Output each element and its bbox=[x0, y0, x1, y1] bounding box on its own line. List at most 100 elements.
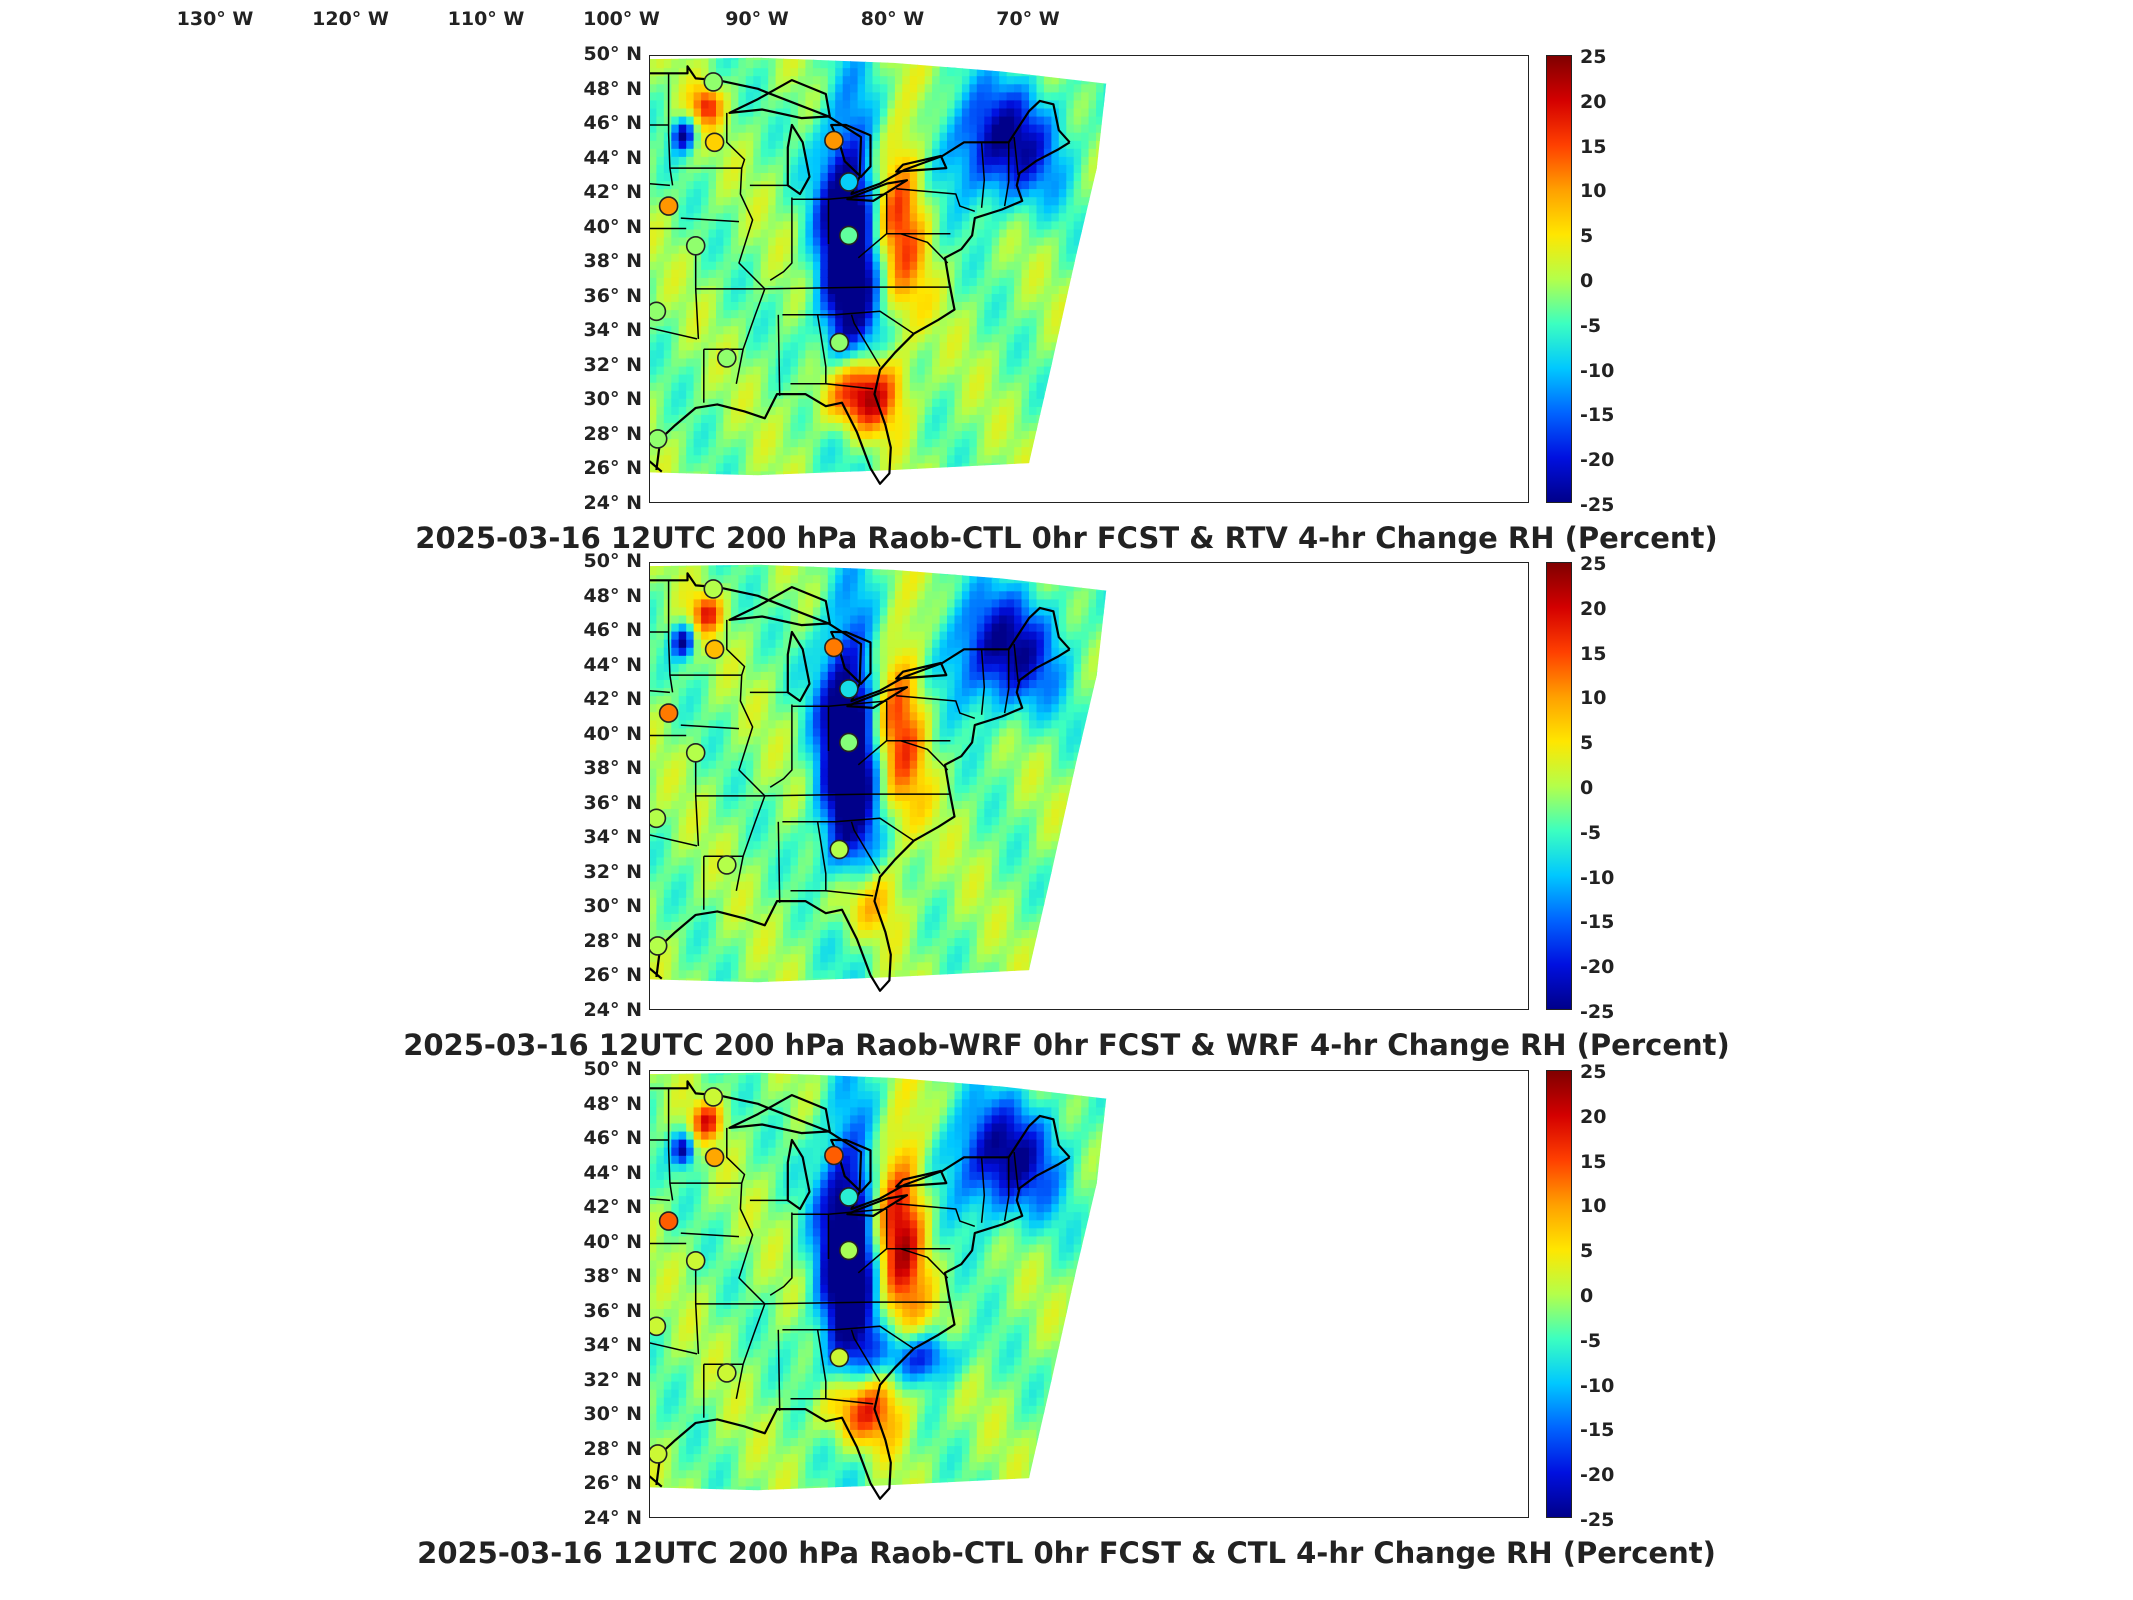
station-marker[interactable] bbox=[650, 1316, 667, 1337]
lat-tick-label: 46° N bbox=[583, 619, 642, 641]
colorbar-tick-label: -5 bbox=[1580, 314, 1602, 337]
raob-stations bbox=[650, 1087, 859, 1464]
colorbar-tick-label: 15 bbox=[1580, 135, 1607, 158]
colorbar-tick-label: 0 bbox=[1580, 777, 1594, 799]
lat-tick-label: 28° N bbox=[583, 1437, 642, 1460]
lat-tick-label: 32° N bbox=[583, 353, 642, 376]
lat-tick-label: 24° N bbox=[583, 1506, 642, 1529]
station-marker[interactable] bbox=[839, 1187, 859, 1207]
station-marker[interactable] bbox=[829, 839, 850, 860]
colorbar-tick-label: -5 bbox=[1580, 1329, 1602, 1352]
rh-change-field bbox=[650, 564, 1107, 983]
station-marker[interactable] bbox=[824, 1145, 844, 1166]
map-frame bbox=[649, 55, 1529, 503]
lat-tick-label: 28° N bbox=[583, 929, 642, 952]
lat-tick-label: 40° N bbox=[583, 722, 642, 745]
station-marker[interactable] bbox=[839, 225, 859, 246]
station-marker[interactable] bbox=[839, 1240, 859, 1261]
station-marker[interactable] bbox=[650, 301, 667, 322]
panel-title: 2025-03-16 12UTC 200 hPa Raob-CTL 0hr FC… bbox=[417, 1536, 1716, 1570]
lat-tick-label: 26° N bbox=[583, 457, 642, 479]
raob-stations bbox=[650, 72, 859, 449]
lat-tick-label: 34° N bbox=[583, 1334, 642, 1356]
raob-stations bbox=[650, 579, 859, 956]
lat-tick-label: 34° N bbox=[583, 826, 642, 848]
lat-tick-label: 26° N bbox=[583, 964, 642, 986]
lat-tick-label: 26° N bbox=[583, 1472, 642, 1494]
lon-tick-label: 110° W bbox=[447, 8, 525, 30]
lon-tick-label: 90° W bbox=[725, 8, 789, 30]
station-marker[interactable] bbox=[685, 1251, 706, 1271]
colorbar-tick-label: -25 bbox=[1580, 1509, 1615, 1531]
lat-tick-label: 30° N bbox=[583, 1403, 642, 1425]
lon-tick-label: 70° W bbox=[996, 8, 1060, 30]
station-marker[interactable] bbox=[829, 332, 850, 353]
colorbar-tick-label: 15 bbox=[1580, 1150, 1607, 1173]
station-marker[interactable] bbox=[704, 639, 725, 660]
colorbar-tick-label: -15 bbox=[1580, 404, 1615, 427]
station-marker[interactable] bbox=[824, 130, 844, 151]
colorbar-tick-label: 5 bbox=[1580, 1240, 1594, 1263]
station-marker[interactable] bbox=[839, 172, 859, 192]
colorbar-tick-label: 20 bbox=[1580, 90, 1607, 113]
station-marker[interactable] bbox=[658, 1211, 679, 1231]
station-marker[interactable] bbox=[839, 732, 859, 753]
geography-lines bbox=[650, 572, 1071, 992]
map-svg bbox=[650, 1072, 1107, 1500]
station-marker[interactable] bbox=[650, 936, 668, 956]
lat-tick-label: 48° N bbox=[583, 584, 642, 607]
colorbar-tick-label: 10 bbox=[1580, 1195, 1607, 1218]
station-marker[interactable] bbox=[703, 72, 724, 92]
lat-tick-label: 44° N bbox=[583, 146, 642, 169]
lat-tick-label: 44° N bbox=[583, 653, 642, 676]
colorbar-tick-label: 25 bbox=[1580, 553, 1607, 575]
station-marker[interactable] bbox=[685, 236, 706, 256]
station-marker[interactable] bbox=[650, 1444, 668, 1464]
panel-title: 2025-03-16 12UTC 200 hPa Raob-WRF 0hr FC… bbox=[403, 1028, 1730, 1062]
station-marker[interactable] bbox=[685, 743, 706, 763]
station-marker[interactable] bbox=[704, 1147, 725, 1168]
lat-tick-label: 50° N bbox=[583, 1058, 642, 1080]
lat-tick-label: 28° N bbox=[583, 422, 642, 445]
lat-tick-label: 38° N bbox=[583, 250, 642, 272]
colorbar-tick-label: -10 bbox=[1580, 866, 1615, 889]
lat-tick-label: 46° N bbox=[583, 1127, 642, 1149]
lat-tick-label: 50° N bbox=[583, 43, 642, 65]
lat-tick-label: 34° N bbox=[583, 319, 642, 341]
colorbar-tick-label: 20 bbox=[1580, 1105, 1607, 1128]
colorbar bbox=[1546, 55, 1572, 503]
lon-tick-label: 80° W bbox=[860, 8, 925, 30]
station-marker[interactable] bbox=[658, 703, 679, 723]
station-marker[interactable] bbox=[658, 196, 679, 216]
lat-tick-label: 40° N bbox=[583, 1230, 642, 1253]
lon-tick-label: 130° W bbox=[176, 8, 254, 30]
station-marker[interactable] bbox=[839, 679, 859, 699]
station-marker[interactable] bbox=[717, 1363, 737, 1383]
colorbar-tick-label: -10 bbox=[1580, 1374, 1615, 1397]
lat-tick-label: 46° N bbox=[583, 112, 642, 134]
map-svg bbox=[650, 57, 1107, 485]
station-marker[interactable] bbox=[704, 132, 725, 153]
lat-tick-label: 38° N bbox=[583, 757, 642, 779]
map-panel-3: 50° N 48° N 46° N 44° N 42° N 40° N 38° N 36° N… bbox=[0, 1058, 2133, 1570]
panel-title: 2025-03-16 12UTC 200 hPa Raob-CTL 0hr FC… bbox=[415, 521, 1718, 555]
longitude-axis: 130° W 120° W 110° W 100° W 90° W 80° W 70° W bbox=[0, 0, 2133, 40]
station-marker[interactable] bbox=[829, 1347, 850, 1368]
station-marker[interactable] bbox=[717, 348, 737, 368]
station-marker[interactable] bbox=[717, 855, 737, 875]
station-marker[interactable] bbox=[703, 579, 724, 599]
colorbar-tick-label: 25 bbox=[1580, 1061, 1607, 1083]
station-marker[interactable] bbox=[824, 637, 844, 658]
colorbar-tick-label: -25 bbox=[1580, 1001, 1615, 1023]
lat-tick-label: 24° N bbox=[583, 491, 642, 514]
colorbar-tick-label: -15 bbox=[1580, 911, 1615, 934]
station-marker[interactable] bbox=[650, 808, 667, 829]
station-marker[interactable] bbox=[703, 1087, 724, 1107]
lat-tick-label: 42° N bbox=[583, 688, 642, 710]
station-marker[interactable] bbox=[650, 429, 668, 449]
colorbar-tick-label: 20 bbox=[1580, 597, 1607, 620]
rh-change-field bbox=[650, 1072, 1107, 1491]
lat-tick-label: 42° N bbox=[583, 181, 642, 203]
rh-change-field bbox=[650, 57, 1107, 476]
colorbar-tick-label: 0 bbox=[1580, 270, 1594, 292]
